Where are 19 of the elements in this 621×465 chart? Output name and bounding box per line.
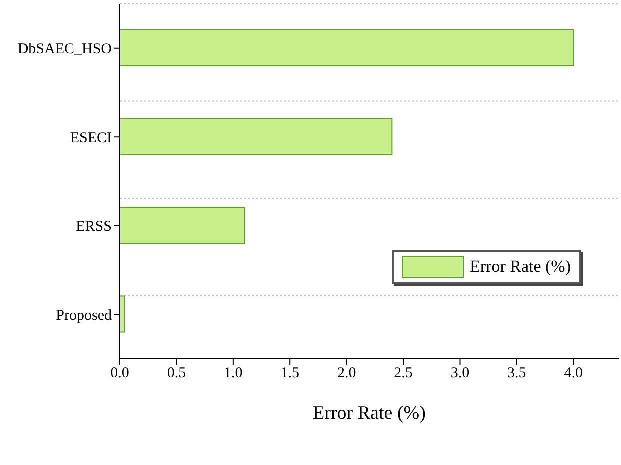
y-tick-label: ERSS	[76, 219, 112, 236]
x-tick-label: 4.0	[564, 366, 584, 382]
x-tick-label: 2.5	[394, 366, 413, 382]
x-axis-title: Error Rate (%)	[313, 403, 426, 424]
x-tick-label: 1.5	[280, 366, 300, 382]
x-tick-label: 0.0	[110, 366, 130, 382]
bar	[120, 296, 126, 333]
bar	[120, 207, 246, 244]
bar	[120, 118, 393, 156]
x-tick-label: 3.5	[508, 366, 526, 382]
x-tick-label: 3.0	[450, 366, 470, 382]
bar	[120, 30, 574, 66]
y-tick-label: Proposed	[56, 308, 112, 324]
y-tick-label: DbSAEC_HSO	[18, 42, 112, 58]
legend-label: Error Rate (%)	[468, 256, 571, 278]
x-tick-label: 0.5	[167, 366, 186, 382]
y-tick-label: ESECI	[70, 130, 112, 146]
x-tick-label: 1.0	[224, 366, 243, 382]
x-tick-label: 2.0	[337, 366, 356, 382]
